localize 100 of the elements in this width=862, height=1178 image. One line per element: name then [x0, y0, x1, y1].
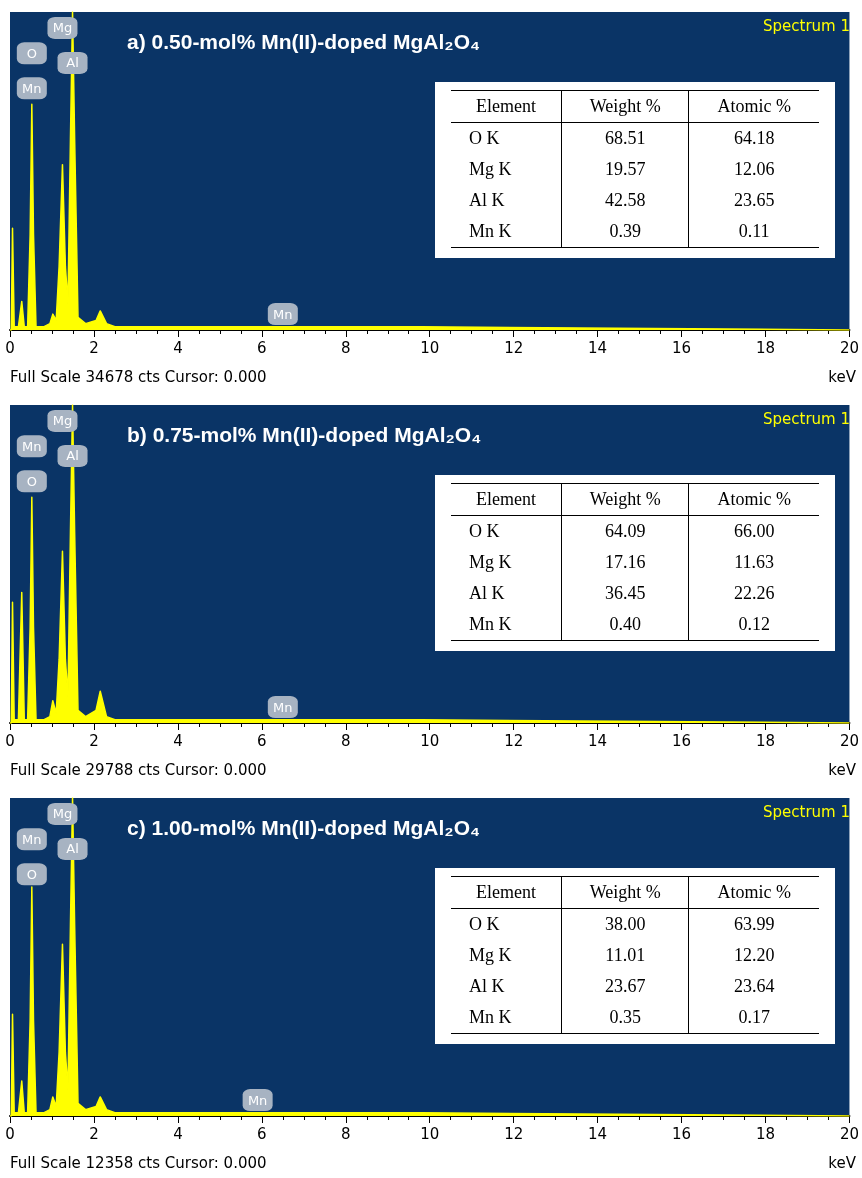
category-label: O K [468, 127, 501, 150]
text: Element [475, 881, 538, 904]
category-label: Mn K [468, 613, 513, 636]
annotation: Mn [22, 831, 42, 847]
annotation: Mn [273, 306, 293, 322]
data-label: 12.06 [688, 154, 819, 185]
data-label: 17.16 [561, 547, 689, 578]
data-label: 0.39 [561, 216, 689, 248]
data-label: 0.40 [561, 609, 689, 641]
category-label: Al K [468, 975, 506, 998]
annotation: Mg [52, 806, 73, 822]
text: a) 0.50-mol% Mn(II)-doped MgAl₂O₄ [127, 30, 481, 53]
annotation: Al [66, 841, 79, 857]
data-label: 68.51 [561, 122, 689, 154]
annotation: Mg [52, 413, 73, 429]
x-tick-label: 0 [5, 731, 15, 750]
data-label: 66.00 [688, 515, 819, 547]
x-tick-label: 18 [755, 338, 776, 357]
category-label: Mn K [468, 1006, 513, 1029]
x-tick-label: 4 [173, 731, 183, 750]
annotation: Mn [22, 438, 42, 454]
data-label: 0.12 [688, 609, 819, 641]
legend-label: Atomic % [688, 90, 819, 123]
x-tick-label: 2 [89, 731, 99, 750]
category-label: Mn K [468, 220, 513, 243]
x-tick-label: 0 [5, 338, 15, 357]
data-label: 64.09 [561, 515, 689, 547]
annotation: Mn [22, 80, 42, 96]
x-tick-label: 10 [420, 1124, 440, 1143]
x-tick-label: 12 [504, 338, 524, 357]
text: Full Scale 29788 cts Cursor: 0.000 [10, 760, 267, 779]
legend-label: Atomic % [688, 483, 819, 516]
category-label: Mg K [468, 944, 513, 967]
x-tick-label: 4 [173, 338, 183, 357]
data-label: 36.45 [561, 578, 689, 609]
x-tick-label: 14 [588, 338, 608, 357]
data-label: 38.00 [561, 908, 689, 940]
annotation: Mn [247, 1092, 268, 1108]
x-tick-label: 18 [755, 731, 776, 750]
annotation: Spectrum 1 [763, 16, 850, 35]
x-tick-label: 20 [839, 1124, 859, 1143]
annotation: Al [66, 448, 79, 464]
data-label: 42.58 [561, 185, 689, 216]
category-label: Mg K [468, 158, 513, 181]
x-axis-title: keV [828, 1153, 857, 1172]
x-tick-label: 20 [839, 731, 859, 750]
x-tick-label: 16 [672, 1124, 692, 1143]
legend-label: Atomic % [688, 876, 819, 909]
data-label: 64.18 [688, 122, 819, 154]
x-tick-label: 10 [420, 731, 440, 750]
x-tick-label: 14 [588, 731, 608, 750]
annotation: Mn [273, 699, 293, 715]
x-tick-label: 8 [341, 731, 351, 750]
category-label: Al K [468, 189, 506, 212]
data-label: 63.99 [688, 908, 819, 940]
data-label: 23.67 [561, 971, 689, 1002]
x-tick-label: 12 [504, 731, 524, 750]
x-tick-label: 6 [257, 338, 267, 357]
x-tick-label: 14 [588, 1124, 608, 1143]
x-tick-label: 8 [341, 1124, 351, 1143]
category-label: O K [468, 913, 501, 936]
x-tick-label: 18 [755, 1124, 776, 1143]
text: Full Scale 12358 cts Cursor: 0.000 [10, 1153, 267, 1172]
data-label: 0.17 [688, 1002, 819, 1034]
annotation: Spectrum 1 [763, 409, 850, 428]
x-tick-label: 0 [5, 1124, 15, 1143]
series-label: Weight % [561, 876, 689, 909]
data-label: 11.01 [561, 940, 689, 971]
data-label: 12.20 [688, 940, 819, 971]
annotation: O [26, 866, 37, 882]
data-label: 19.57 [561, 154, 689, 185]
text: Element [475, 488, 538, 511]
text: c) 1.00-mol% Mn(II)-doped MgAl₂O₄ [127, 816, 481, 839]
x-tick-label: 20 [839, 338, 859, 357]
x-tick-label: 2 [89, 338, 99, 357]
data-label: 0.11 [688, 216, 819, 248]
series-label: Weight % [561, 483, 689, 516]
category-label: Mg K [468, 551, 513, 574]
annotation: O [26, 473, 37, 489]
category-label: Al K [468, 582, 506, 605]
annotation: Spectrum 1 [763, 802, 850, 821]
x-tick-label: 6 [257, 1124, 267, 1143]
annotation: Mg [52, 20, 73, 36]
data-label: 11.63 [688, 547, 819, 578]
x-tick-label: 16 [672, 338, 692, 357]
x-tick-label: 4 [173, 1124, 183, 1143]
x-tick-label: 12 [504, 1124, 524, 1143]
x-tick-label: 10 [420, 338, 440, 357]
text: Element [475, 95, 538, 118]
data-label: 23.64 [688, 971, 819, 1002]
x-tick-label: 6 [257, 731, 267, 750]
text: b) 0.75-mol% Mn(II)-doped MgAl₂O₄ [127, 423, 482, 446]
x-tick-label: 16 [672, 731, 692, 750]
data-label: 23.65 [688, 185, 819, 216]
x-tick-label: 2 [89, 1124, 99, 1143]
x-axis-title: keV [828, 367, 857, 386]
category-label: O K [468, 520, 501, 543]
x-axis-title: keV [828, 760, 857, 779]
x-tick-label: 8 [341, 338, 351, 357]
text: Full Scale 34678 cts Cursor: 0.000 [10, 367, 267, 386]
